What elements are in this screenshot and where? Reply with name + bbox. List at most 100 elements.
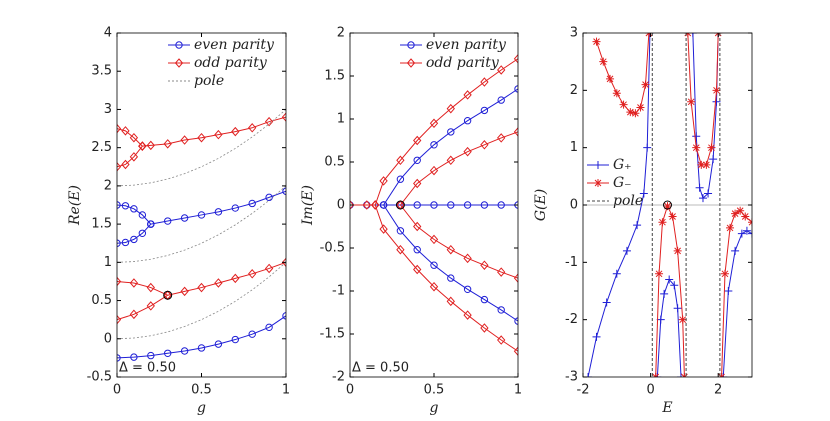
curve: [117, 262, 286, 340]
marker: [197, 282, 206, 293]
marker: [636, 103, 645, 112]
marker: [513, 346, 518, 356]
y-tick-label: 4: [104, 26, 112, 41]
marker: [626, 108, 635, 117]
marker: [704, 189, 713, 198]
marker: [731, 209, 740, 218]
marker: [396, 227, 405, 235]
y-axis-label: G(E): [533, 189, 549, 221]
marker: [707, 143, 716, 152]
curve: [117, 145, 143, 168]
marker: [371, 200, 380, 210]
marker: [130, 353, 138, 361]
x-axis-label: g: [197, 400, 206, 416]
plot-area: [117, 109, 286, 362]
y-tick-label: 0.5: [91, 293, 112, 308]
marker: [599, 57, 608, 66]
marker: [117, 162, 122, 172]
marker: [497, 267, 506, 277]
y-tick-label: 2.5: [91, 140, 112, 155]
marker: [379, 201, 388, 209]
marker: [163, 139, 172, 149]
x-axis-label: E: [661, 400, 672, 416]
marker: [214, 129, 223, 140]
highlight: [663, 200, 672, 210]
marker: [513, 54, 518, 64]
marker: [231, 335, 240, 344]
plot-area: [350, 54, 518, 356]
marker: [231, 273, 240, 284]
marker: [645, 33, 654, 37]
curve: [142, 116, 286, 147]
marker: [631, 109, 640, 118]
x-tick-label: 0: [346, 383, 354, 398]
x-tick-label: 0: [113, 383, 121, 398]
marker: [180, 347, 189, 355]
marker: [653, 373, 662, 377]
marker: [724, 287, 733, 295]
marker: [129, 309, 139, 320]
marker: [665, 275, 674, 284]
marker: [720, 269, 729, 278]
marker: [413, 201, 421, 209]
marker: [742, 226, 751, 235]
marker: [248, 199, 256, 208]
marker: [673, 246, 682, 255]
marker: [592, 37, 601, 46]
curve: [117, 294, 168, 321]
marker: [248, 269, 257, 279]
annotation: Δ = 0.50: [352, 361, 409, 376]
marker: [602, 298, 611, 307]
marker: [656, 315, 665, 324]
y-axis-label: Im(E): [300, 185, 316, 226]
curve: [655, 204, 685, 377]
marker: [513, 273, 518, 283]
marker: [619, 100, 628, 109]
marker: [513, 127, 518, 137]
marker: [413, 221, 422, 232]
marker: [429, 281, 439, 292]
marker: [164, 217, 172, 225]
marker: [430, 201, 438, 209]
legend-label: pole: [613, 193, 643, 209]
marker: [264, 263, 274, 274]
marker: [121, 238, 130, 247]
marker: [463, 146, 472, 157]
marker: [497, 201, 505, 209]
marker: [633, 221, 642, 230]
y-tick-label: 0.5: [324, 155, 345, 170]
legend-label: G₋: [613, 175, 632, 191]
marker: [180, 214, 189, 222]
marker: [130, 235, 138, 244]
marker: [180, 286, 189, 297]
y-tick-label: -2: [332, 370, 345, 385]
marker: [197, 344, 206, 352]
marker: [396, 244, 405, 255]
marker: [446, 296, 455, 307]
marker: [147, 351, 155, 360]
marker: [737, 229, 746, 238]
y-tick-label: 0: [104, 331, 112, 346]
marker: [731, 246, 740, 255]
marker: [396, 155, 405, 166]
legend-marker: [594, 161, 602, 169]
x-tick-label: 1: [514, 383, 522, 398]
marker: [660, 289, 669, 298]
marker: [702, 160, 711, 169]
x-tick-label: 0.5: [424, 383, 445, 398]
marker: [138, 141, 147, 151]
marker: [677, 373, 686, 377]
marker: [379, 224, 388, 234]
y-tick-label: 0: [570, 198, 578, 213]
marker: [658, 218, 667, 227]
y-tick-label: -1.5: [320, 327, 345, 342]
marker: [130, 205, 138, 213]
marker: [129, 152, 139, 162]
y-tick-label: -2: [565, 312, 578, 327]
curve: [374, 204, 518, 352]
y-tick-label: 2: [337, 26, 345, 41]
x-tick-label: 0: [646, 383, 654, 398]
marker: [480, 140, 489, 150]
marker: [214, 340, 223, 348]
marker: [146, 282, 155, 293]
